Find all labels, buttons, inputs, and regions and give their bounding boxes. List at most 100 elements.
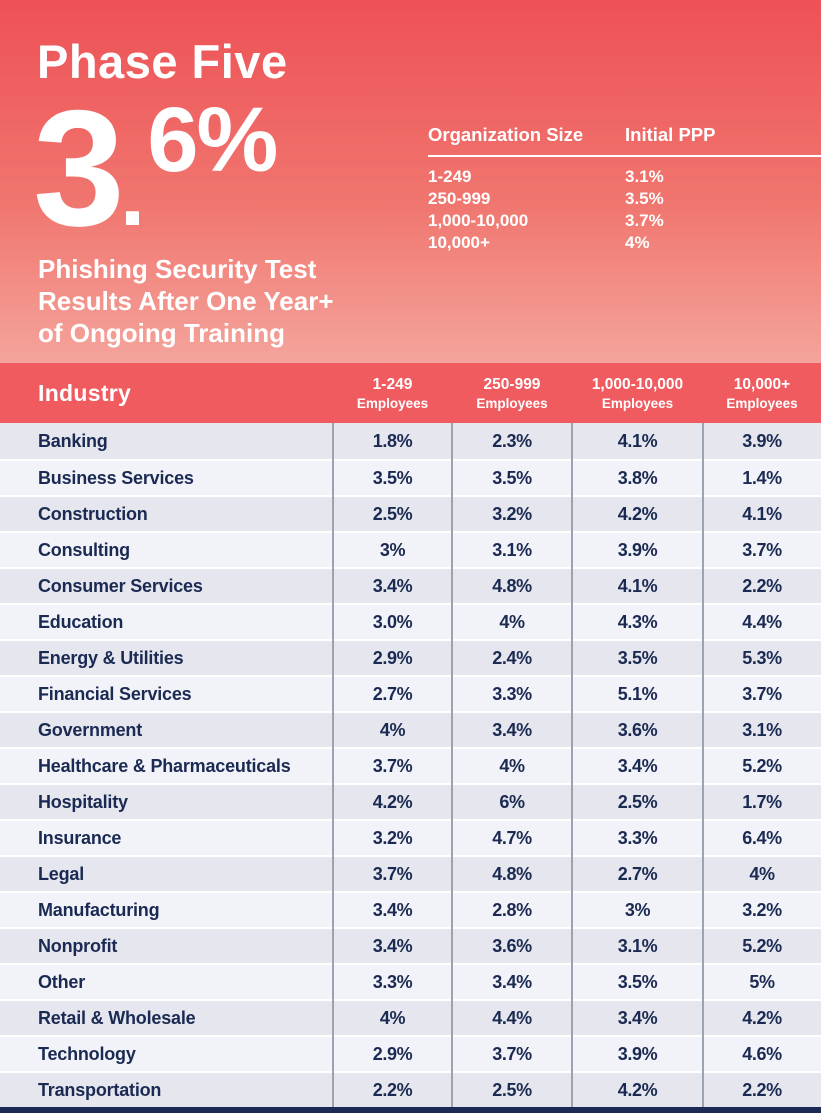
value-cell: 3.5% xyxy=(617,971,658,992)
table-row: Legal 3.7% 4.8% 2.7% 4% xyxy=(0,855,821,891)
value-cell: 2.8% xyxy=(492,899,532,920)
value-cell: 3.3% xyxy=(372,971,413,992)
initial-ppp-value: 3.5% xyxy=(625,189,664,208)
value-cell: 4.7% xyxy=(492,827,532,848)
value-cell: 3.9% xyxy=(617,539,658,560)
column-employees-label: Employees xyxy=(726,395,798,411)
value-cell: 4.1% xyxy=(617,430,658,451)
industry-cell: Financial Services xyxy=(38,683,192,704)
table-row: Retail & Wholesale 4% 4.4% 3.4% 4.2% xyxy=(0,999,821,1035)
industry-cell: Technology xyxy=(38,1043,136,1064)
table-row: Energy & Utilities 2.9% 2.4% 3.5% 5.3% xyxy=(0,639,821,675)
value-cell: 3.2% xyxy=(742,899,782,920)
industry-cell: Consumer Services xyxy=(38,575,203,596)
table-row: Hospitality 4.2% 6% 2.5% 1.7% xyxy=(0,783,821,819)
initial-ppp-value: 3.7% xyxy=(625,211,664,230)
value-cell: 4% xyxy=(379,1007,406,1028)
value-cell: 4.2% xyxy=(617,503,658,524)
value-cell: 3.5% xyxy=(617,647,658,668)
value-cell: 1.4% xyxy=(742,467,782,488)
value-cell: 3.1% xyxy=(617,935,658,956)
value-cell: 5.3% xyxy=(742,647,782,668)
column-divider xyxy=(571,423,573,1107)
value-cell: 3.4% xyxy=(372,935,413,956)
value-cell: 4.1% xyxy=(742,503,782,524)
value-cell: 3.3% xyxy=(617,827,658,848)
column-employees-label: Employees xyxy=(476,395,548,411)
value-cell: 3.9% xyxy=(742,430,782,451)
value-cell: 3% xyxy=(379,539,406,560)
table-row: Other 3.3% 3.4% 3.5% 5% xyxy=(0,963,821,999)
industry-cell: Construction xyxy=(38,503,148,524)
value-cell: 3.4% xyxy=(617,1007,658,1028)
table-row: Consulting 3% 3.1% 3.9% 3.7% xyxy=(0,531,821,567)
footer-accent-bar xyxy=(0,1107,821,1113)
industry-cell: Banking xyxy=(38,430,108,451)
column-range-label: 250-999 xyxy=(483,375,541,393)
org-size-table-header: Organization Size Initial PPP xyxy=(428,124,821,157)
initial-ppp-value: 4% xyxy=(625,233,650,252)
value-cell: 4.6% xyxy=(742,1043,782,1064)
stat-fraction: 6% xyxy=(147,89,278,191)
column-header-1000-10000: 1,000-10,000 Employees xyxy=(572,376,703,411)
org-size-label: 1-249 xyxy=(428,167,472,186)
table-row: Financial Services 2.7% 3.3% 5.1% 3.7% xyxy=(0,675,821,711)
industry-cell: Business Services xyxy=(38,467,194,488)
org-size-rows: 1-249 3.1% 250-999 3.5% 1,000-10,000 3.7% 10,0… xyxy=(428,166,821,254)
industry-cell: Transportation xyxy=(38,1079,162,1100)
table-row: Healthcare & Pharmaceuticals 3.7% 4% 3.4% 5.… xyxy=(0,747,821,783)
org-size-row: 250-999 3.5% xyxy=(428,188,821,210)
table-row: Business Services 3.5% 3.5% 3.8% 1.4% xyxy=(0,459,821,495)
value-cell: 4% xyxy=(749,863,775,884)
value-cell: 5.2% xyxy=(742,935,782,956)
value-cell: 2.2% xyxy=(742,1079,782,1100)
value-cell: 3.7% xyxy=(492,1043,532,1064)
table-row: Banking 1.8% 2.3% 4.1% 3.9% xyxy=(0,423,821,459)
results-table-header: Industry 1-249 Employees 250-999 Employe… xyxy=(0,363,821,423)
hero-section: Phase Five 3.6% Phishing Security Test R… xyxy=(0,0,821,363)
column-header-1-249: 1-249 Employees xyxy=(333,376,452,411)
industry-cell: Hospitality xyxy=(38,791,128,812)
table-row: Construction 2.5% 3.2% 4.2% 4.1% xyxy=(0,495,821,531)
value-cell: 4.4% xyxy=(492,1007,532,1028)
value-cell: 5.1% xyxy=(617,683,658,704)
results-table: Industry 1-249 Employees 250-999 Employe… xyxy=(0,363,821,1107)
value-cell: 2.9% xyxy=(372,647,413,668)
table-row: Education 3.0% 4% 4.3% 4.4% xyxy=(0,603,821,639)
page-title: Phase Five xyxy=(37,35,288,88)
org-size-row: 1,000-10,000 3.7% xyxy=(428,210,821,232)
org-size-row: 10,000+ 4% xyxy=(428,232,821,254)
value-cell: 2.9% xyxy=(372,1043,413,1064)
industry-cell: Consulting xyxy=(38,539,130,560)
industry-cell: Retail & Wholesale xyxy=(38,1007,196,1028)
column-employees-label: Employees xyxy=(356,395,429,411)
value-cell: 4.4% xyxy=(742,611,782,632)
value-cell: 2.2% xyxy=(372,1079,413,1100)
table-row: Manufacturing 3.4% 2.8% 3% 3.2% xyxy=(0,891,821,927)
initial-ppp-value: 3.1% xyxy=(625,167,664,186)
table-row: Consumer Services 3.4% 4.8% 4.1% 2.2% xyxy=(0,567,821,603)
value-cell: 2.5% xyxy=(372,503,413,524)
value-cell: 3.4% xyxy=(617,755,658,776)
value-cell: 4.2% xyxy=(372,791,413,812)
value-cell: 2.7% xyxy=(372,683,413,704)
value-cell: 2.4% xyxy=(492,647,532,668)
value-cell: 4.2% xyxy=(617,1079,658,1100)
org-size-label: 1,000-10,000 xyxy=(428,211,529,230)
value-cell: 5.2% xyxy=(742,755,782,776)
results-table-body: Banking 1.8% 2.3% 4.1% 3.9% Business Services… xyxy=(0,423,821,1107)
industry-cell: Government xyxy=(38,719,143,740)
value-cell: 3.7% xyxy=(742,683,782,704)
value-cell: 3.7% xyxy=(742,539,782,560)
value-cell: 4.1% xyxy=(617,575,658,596)
table-row: Insurance 3.2% 4.7% 3.3% 6.4% xyxy=(0,819,821,855)
value-cell: 3.7% xyxy=(372,863,413,884)
column-divider xyxy=(702,423,704,1107)
column-header-250-999: 250-999 Employees xyxy=(452,376,572,411)
value-cell: 3.2% xyxy=(492,503,532,524)
org-size-label: 250-999 xyxy=(428,189,491,208)
industry-cell: Healthcare & Pharmaceuticals xyxy=(38,755,291,776)
value-cell: 3.6% xyxy=(617,719,658,740)
industry-cell: Nonprofit xyxy=(38,935,118,956)
